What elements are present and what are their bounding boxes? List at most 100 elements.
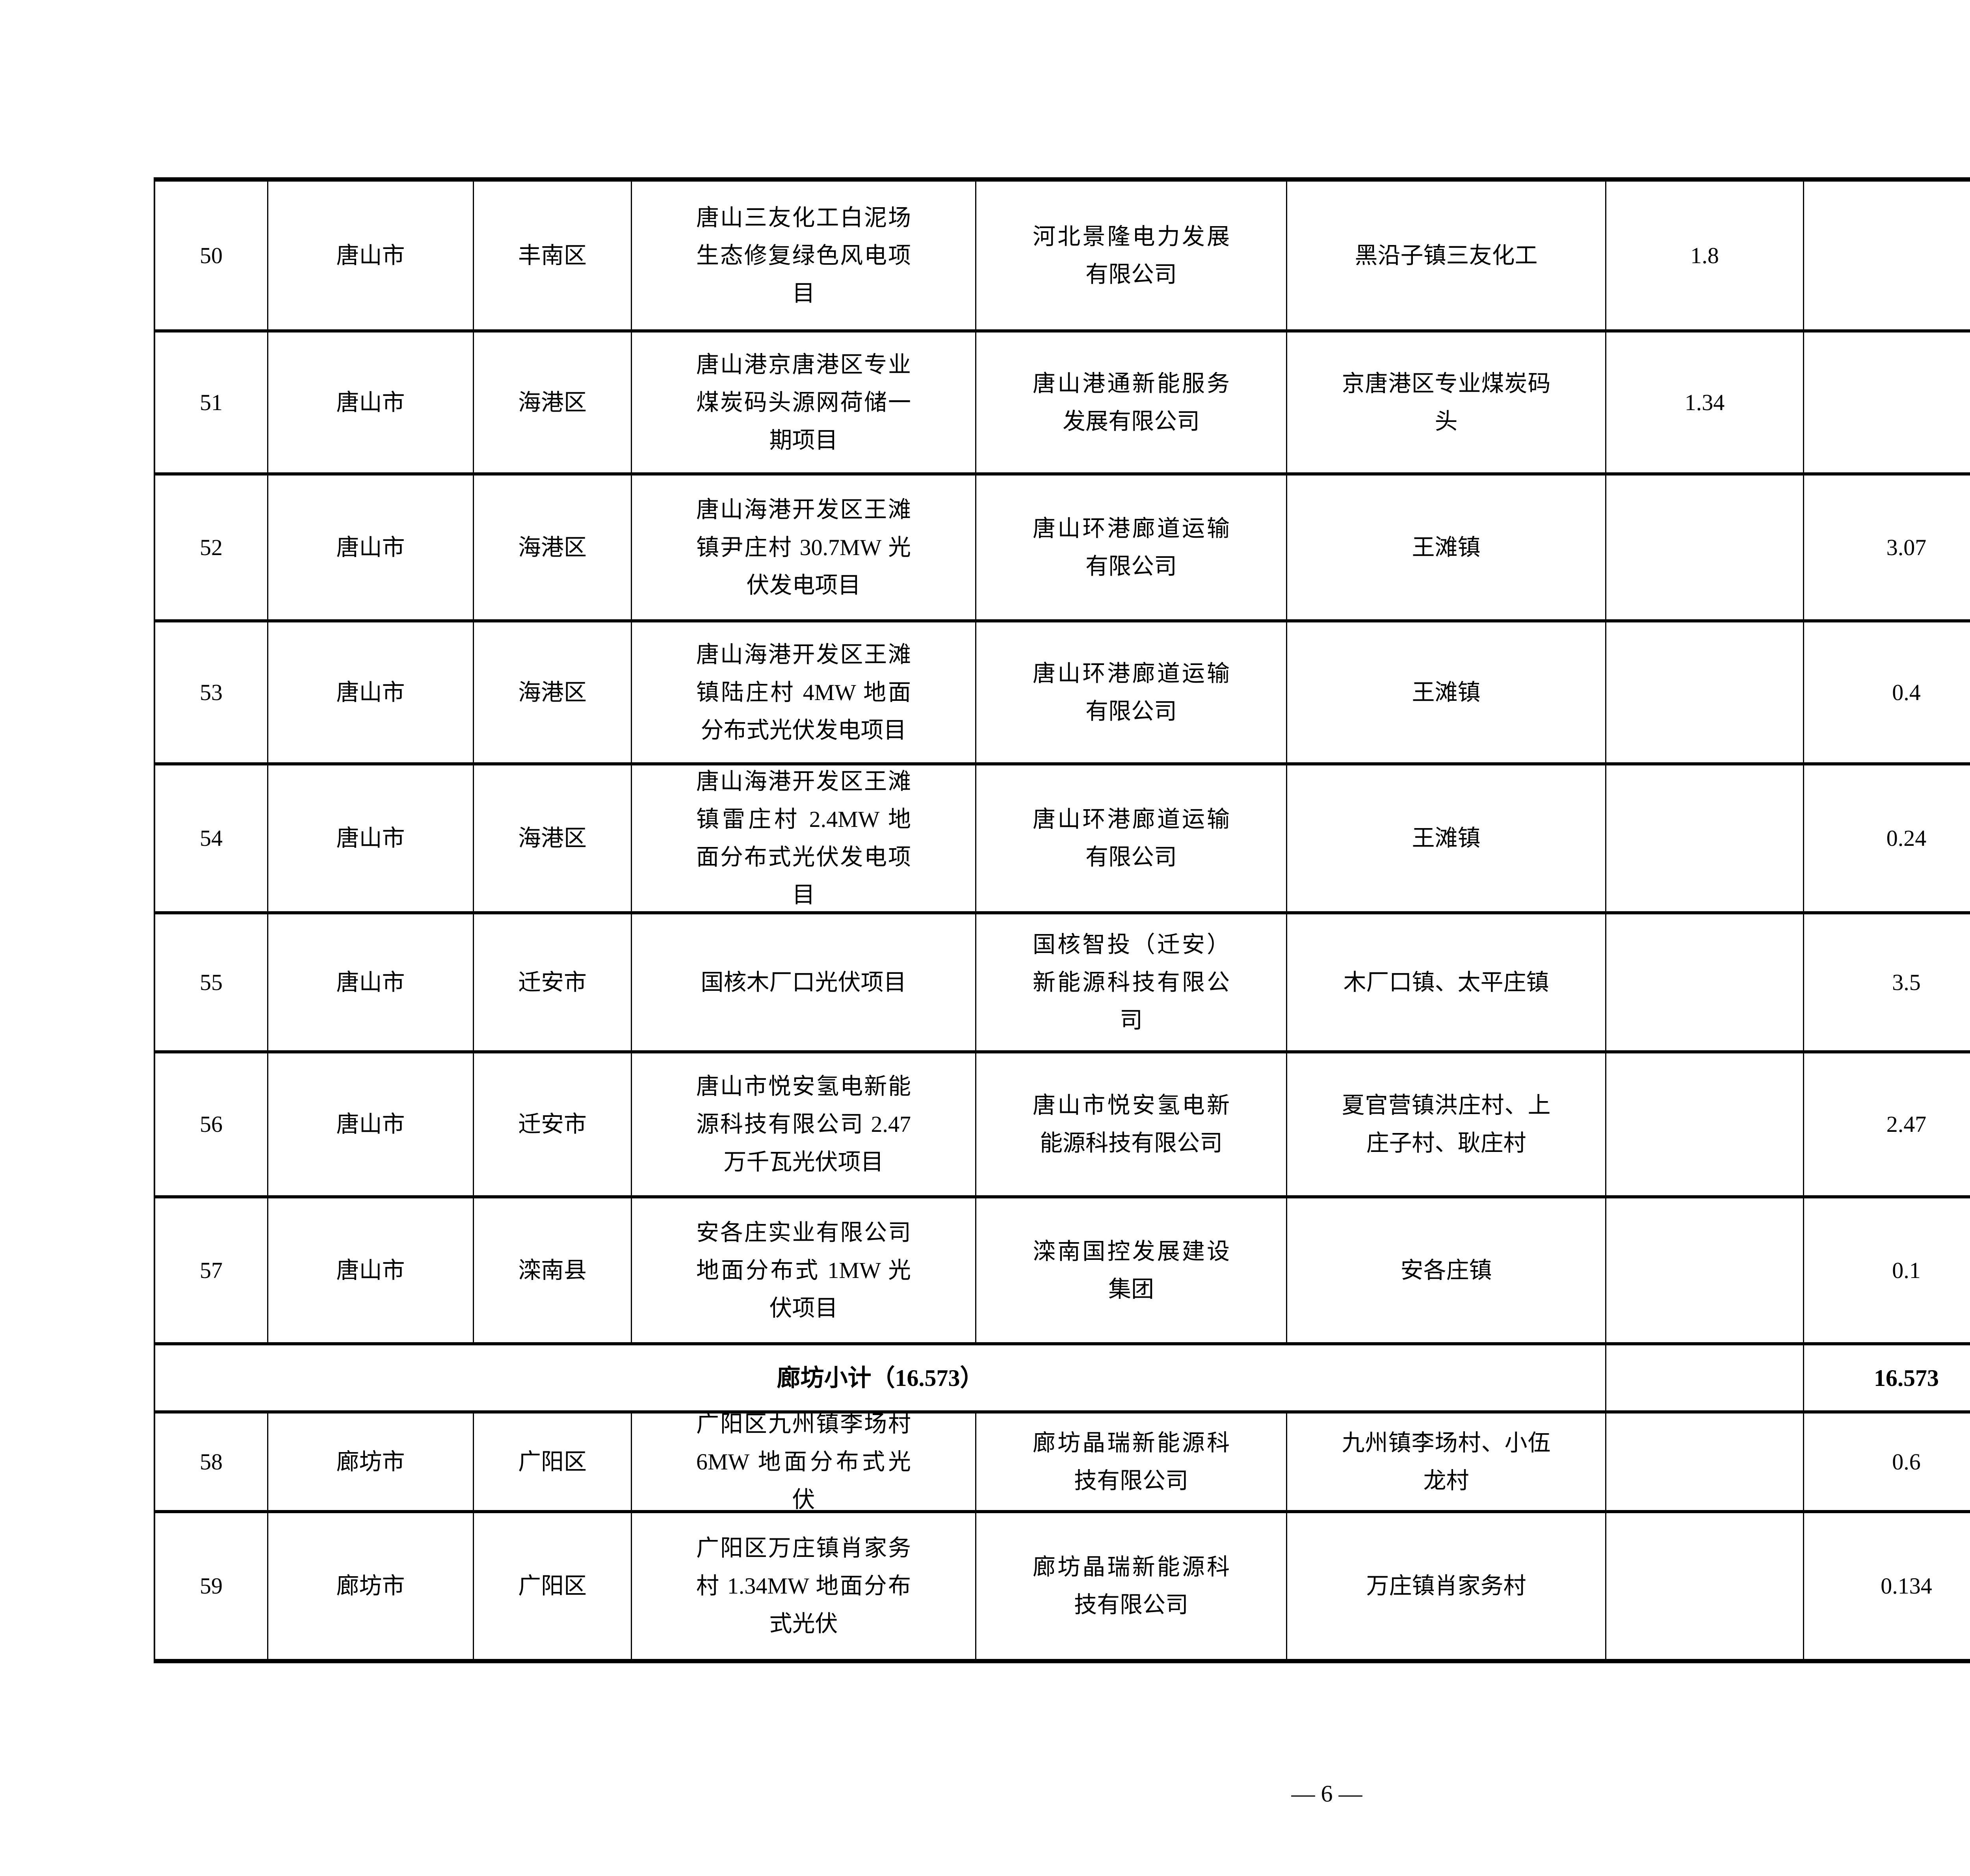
cell-capacity-2: 2.47: [1804, 1053, 1970, 1195]
cell-district: 丰南区: [474, 182, 632, 329]
cell-location: 万庄镇肖家务村: [1287, 1513, 1606, 1659]
table-row-59: 59 廊坊市 广阳区 广阳区万庄镇肖家务村 1.34MW 地面分布式光伏 廊坊晶…: [155, 1513, 1970, 1659]
project-text: 唐山港京唐港区专业煤炭码头源网荷储一期项目: [696, 351, 911, 453]
cell-serial-number: 58: [155, 1414, 268, 1510]
cell-capacity-1: [1606, 476, 1804, 619]
cell-serial-number: 50: [155, 182, 268, 329]
cell-capacity-1: 1.8: [1606, 182, 1804, 329]
table-row-51: 51 唐山市 海港区 唐山港京唐港区专业煤炭码头源网荷储一期项目 唐山港通新能服…: [155, 332, 1970, 476]
cell-serial-number: 56: [155, 1053, 268, 1195]
company-text: 唐山港通新能服务发展有限公司: [1033, 370, 1230, 434]
cell-project-name: 唐山海港开发区王滩镇尹庄村 30.7MW 光伏发电项目: [632, 476, 976, 619]
cell-location: 夏官营镇洪庄村、上庄子村、耿庄村: [1287, 1053, 1606, 1195]
cell-location: 安各庄镇: [1287, 1198, 1606, 1342]
project-text: 安各庄实业有限公司地面分布式 1MW 光伏项目: [696, 1219, 911, 1321]
cell-district: 海港区: [474, 622, 632, 762]
company-text: 廊坊晶瑞新能源科技有限公司: [1033, 1554, 1230, 1618]
cell-capacity-1: [1606, 622, 1804, 762]
cell-city: 廊坊市: [268, 1513, 474, 1659]
cell-serial-number: 59: [155, 1513, 268, 1659]
cell-location: 九州镇李场村、小伍龙村: [1287, 1414, 1606, 1510]
cell-location: 木厂口镇、太平庄镇: [1287, 914, 1606, 1050]
project-text: 唐山市悦安氢电新能源科技有限公司 2.47 万千瓦光伏项目: [696, 1074, 911, 1175]
project-text: 唐山海港开发区王滩镇雷庄村 2.4MW 地面分布式光伏发电项目: [696, 769, 911, 908]
table-row-58: 58 廊坊市 广阳区 广阳区九州镇李场村 6MW 地面分布式光伏 廊坊晶瑞新能源…: [155, 1414, 1970, 1513]
cell-serial-number: 57: [155, 1198, 268, 1342]
cell-company: 唐山港通新能服务发展有限公司: [976, 332, 1287, 472]
location-text: 京唐港区专业煤炭码头: [1342, 370, 1551, 434]
cell-district: 迁安市: [474, 1053, 632, 1195]
table-row-57: 57 唐山市 滦南县 安各庄实业有限公司地面分布式 1MW 光伏项目 滦南国控发…: [155, 1198, 1970, 1345]
cell-capacity-2: 0.24: [1804, 765, 1970, 911]
cell-capacity-1: [1606, 914, 1804, 1050]
table-row-50: 50 唐山市 丰南区 唐山三友化工白泥场生态修复绿色风电项目 河北景隆电力发展有…: [155, 182, 1970, 332]
table-row-55: 55 唐山市 迁安市 国核木厂口光伏项目 国核智投（迁安）新能源科技有限公司 木…: [155, 914, 1970, 1053]
cell-location: 黑沿子镇三友化工: [1287, 182, 1606, 329]
cell-city: 唐山市: [268, 182, 474, 329]
cell-capacity-2: 3.5: [1804, 914, 1970, 1050]
project-text: 唐山三友化工白泥场生态修复绿色风电项目: [696, 204, 911, 306]
cell-city: 廊坊市: [268, 1414, 474, 1510]
project-text: 广阳区万庄镇肖家务村 1.34MW 地面分布式光伏: [696, 1535, 911, 1636]
cell-capacity-2: 3.07: [1804, 476, 1970, 619]
cell-capacity-1: [1606, 1513, 1804, 1659]
page-number: — 6 —: [1291, 1781, 1362, 1807]
company-text: 河北景隆电力发展有限公司: [1033, 223, 1230, 287]
cell-capacity-1: [1606, 1345, 1804, 1410]
table-row-56: 56 唐山市 迁安市 唐山市悦安氢电新能源科技有限公司 2.47 万千瓦光伏项目…: [155, 1053, 1970, 1198]
location-text: 夏官营镇洪庄村、上庄子村、耿庄村: [1342, 1092, 1551, 1156]
cell-project-name: 安各庄实业有限公司地面分布式 1MW 光伏项目: [632, 1198, 976, 1342]
company-text: 唐山环港廊道运输有限公司: [1033, 515, 1230, 579]
cell-capacity-1: [1606, 1198, 1804, 1342]
company-text: 滦南国控发展建设集团: [1033, 1238, 1230, 1302]
cell-capacity-2: 0.1: [1804, 1198, 1970, 1342]
cell-capacity-1: [1606, 1414, 1804, 1510]
cell-project-name: 唐山海港开发区王滩镇雷庄村 2.4MW 地面分布式光伏发电项目: [632, 765, 976, 911]
project-text: 广阳区九州镇李场村 6MW 地面分布式光伏: [696, 1414, 911, 1510]
cell-district: 海港区: [474, 476, 632, 619]
cell-city: 唐山市: [268, 765, 474, 911]
cell-project-name: 国核木厂口光伏项目: [632, 914, 976, 1050]
table-row-54: 54 唐山市 海港区 唐山海港开发区王滩镇雷庄村 2.4MW 地面分布式光伏发电…: [155, 765, 1970, 914]
cell-city: 唐山市: [268, 1053, 474, 1195]
location-text: 王滩镇: [1412, 534, 1481, 560]
cell-project-name: 广阳区九州镇李场村 6MW 地面分布式光伏: [632, 1414, 976, 1510]
cell-serial-number: 52: [155, 476, 268, 619]
location-text: 万庄镇肖家务村: [1366, 1573, 1526, 1599]
project-text: 唐山海港开发区王滩镇尹庄村 30.7MW 光伏发电项目: [696, 496, 911, 598]
project-text: 唐山海港开发区王滩镇陆庄村 4MW 地面分布式光伏发电项目: [696, 641, 911, 743]
cell-company: 唐山市悦安氢电新能源科技有限公司: [976, 1053, 1287, 1195]
cell-district: 迁安市: [474, 914, 632, 1050]
location-text: 黑沿子镇三友化工: [1355, 242, 1538, 268]
company-text: 唐山环港廊道运输有限公司: [1033, 660, 1230, 724]
cell-company: 滦南国控发展建设集团: [976, 1198, 1287, 1342]
table-row-subtotal-langfang: 廊坊小计（16.573） 16.573: [155, 1345, 1970, 1414]
table-row-53: 53 唐山市 海港区 唐山海港开发区王滩镇陆庄村 4MW 地面分布式光伏发电项目…: [155, 622, 1970, 765]
cell-company: 国核智投（迁安）新能源科技有限公司: [976, 914, 1287, 1050]
project-text: 国核木厂口光伏项目: [701, 969, 907, 995]
cell-capacity-2: 0.134: [1804, 1513, 1970, 1659]
cell-serial-number: 53: [155, 622, 268, 762]
cell-subtotal-label: 廊坊小计（16.573）: [155, 1345, 1606, 1410]
cell-district: 滦南县: [474, 1198, 632, 1342]
cell-capacity-1: [1606, 1053, 1804, 1195]
table-row-52: 52 唐山市 海港区 唐山海港开发区王滩镇尹庄村 30.7MW 光伏发电项目 唐…: [155, 476, 1970, 622]
cell-location: 王滩镇: [1287, 765, 1606, 911]
cell-company: 廊坊晶瑞新能源科技有限公司: [976, 1513, 1287, 1659]
cell-location: 王滩镇: [1287, 622, 1606, 762]
cell-company: 唐山环港廊道运输有限公司: [976, 476, 1287, 619]
cell-company: 河北景隆电力发展有限公司: [976, 182, 1287, 329]
location-text: 木厂口镇、太平庄镇: [1343, 969, 1549, 995]
cell-location: 王滩镇: [1287, 476, 1606, 619]
cell-capacity-2: 0.4: [1804, 622, 1970, 762]
cell-serial-number: 54: [155, 765, 268, 911]
cell-city: 唐山市: [268, 622, 474, 762]
cell-capacity-2: 16.573: [1804, 1345, 1970, 1410]
cell-district: 海港区: [474, 765, 632, 911]
cell-location: 京唐港区专业煤炭码头: [1287, 332, 1606, 472]
cell-project-name: 唐山三友化工白泥场生态修复绿色风电项目: [632, 182, 976, 329]
cell-city: 唐山市: [268, 332, 474, 472]
cell-capacity-1: 1.34: [1606, 332, 1804, 472]
cell-city: 唐山市: [268, 476, 474, 619]
